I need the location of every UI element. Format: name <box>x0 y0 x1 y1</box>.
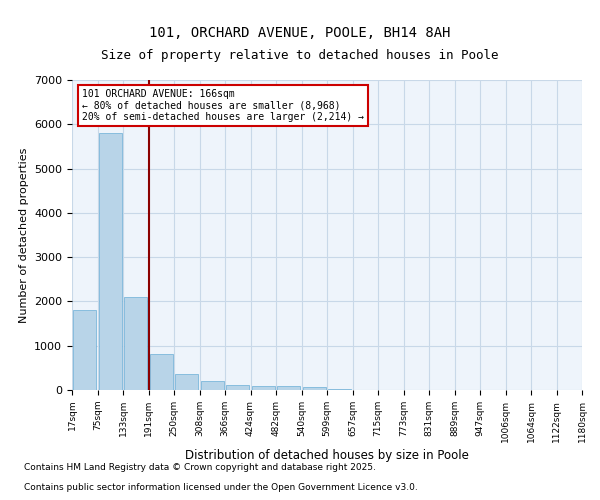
Text: Contains public sector information licensed under the Open Government Licence v3: Contains public sector information licen… <box>24 484 418 492</box>
Text: Contains HM Land Registry data © Crown copyright and database right 2025.: Contains HM Land Registry data © Crown c… <box>24 464 376 472</box>
Bar <box>277 386 300 390</box>
Bar <box>303 388 326 390</box>
Bar <box>201 380 224 390</box>
Bar <box>99 133 122 390</box>
Text: 101, ORCHARD AVENUE, POOLE, BH14 8AH: 101, ORCHARD AVENUE, POOLE, BH14 8AH <box>149 26 451 40</box>
Bar <box>328 388 351 390</box>
Y-axis label: Number of detached properties: Number of detached properties <box>19 148 29 322</box>
Bar <box>124 297 147 390</box>
Bar <box>252 386 275 390</box>
Bar <box>73 310 96 390</box>
Bar <box>150 354 173 390</box>
Text: 101 ORCHARD AVENUE: 166sqm
← 80% of detached houses are smaller (8,968)
20% of s: 101 ORCHARD AVENUE: 166sqm ← 80% of deta… <box>82 90 364 122</box>
X-axis label: Distribution of detached houses by size in Poole: Distribution of detached houses by size … <box>185 449 469 462</box>
Bar <box>175 374 198 390</box>
Bar <box>226 384 249 390</box>
Text: Size of property relative to detached houses in Poole: Size of property relative to detached ho… <box>101 50 499 62</box>
